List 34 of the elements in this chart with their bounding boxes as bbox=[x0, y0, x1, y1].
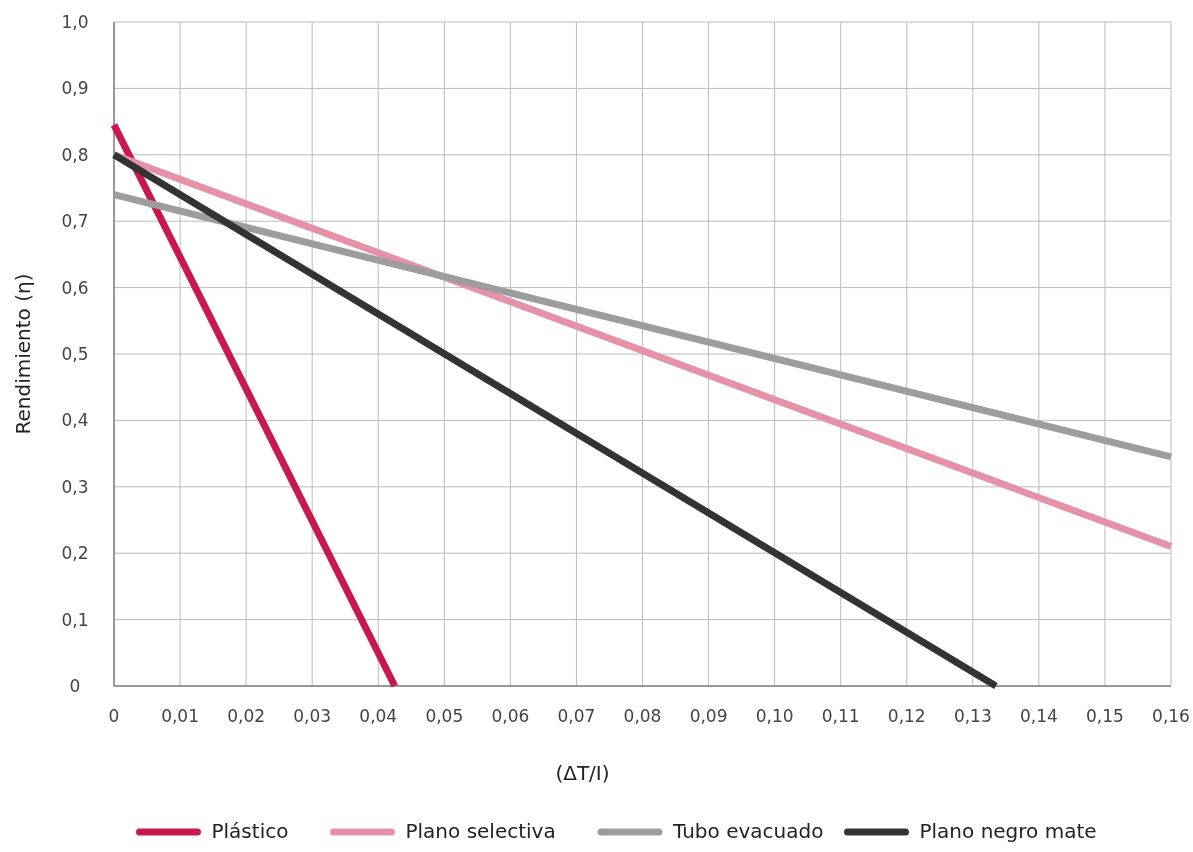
x-tick-label: 0,13 bbox=[953, 706, 992, 726]
x-axis-title: (ΔT/I) bbox=[555, 761, 610, 785]
y-tick-label: 0,4 bbox=[61, 410, 89, 431]
y-tick-label: 0,7 bbox=[61, 211, 89, 232]
legend-label: Tubo evacuado bbox=[672, 819, 824, 843]
legend-label: Plástico bbox=[211, 819, 289, 843]
x-tick-label: 0,01 bbox=[161, 706, 199, 726]
x-tick-label: 0,12 bbox=[887, 706, 926, 726]
x-tick-label: 0,14 bbox=[1019, 706, 1058, 726]
y-tick-label: 0,8 bbox=[61, 144, 89, 165]
x-tick-label: 0,04 bbox=[359, 706, 398, 726]
y-tick-label: 0,9 bbox=[61, 78, 89, 99]
x-tick-label: 0,16 bbox=[1152, 706, 1190, 726]
legend-label: Plano negro mate bbox=[919, 819, 1097, 843]
x-tick-label: 0,11 bbox=[821, 706, 860, 726]
x-tick-label: 0,09 bbox=[689, 706, 728, 726]
x-tick-label: 0,05 bbox=[425, 706, 464, 726]
y-tick-label: 0,6 bbox=[61, 277, 89, 298]
y-tick-label: 0 bbox=[69, 676, 81, 696]
y-tick-label: 0,3 bbox=[61, 476, 89, 497]
x-tick-label: 0,02 bbox=[227, 706, 266, 726]
legend-label: Plano selectiva bbox=[405, 819, 556, 843]
y-axis-title: Rendimiento (η) bbox=[11, 273, 35, 435]
x-tick-label: 0,10 bbox=[755, 706, 794, 726]
y-tick-label: 0,5 bbox=[61, 344, 89, 364]
y-tick-label: 0,2 bbox=[61, 543, 89, 564]
x-tick-label: 0,07 bbox=[557, 706, 596, 726]
x-tick-label: 0 bbox=[108, 706, 120, 726]
x-tick-label: 0,06 bbox=[491, 706, 530, 726]
y-tick-label: 0,1 bbox=[61, 609, 89, 630]
x-tick-label: 0,03 bbox=[293, 706, 332, 726]
y-tick-label: 1,0 bbox=[61, 12, 89, 32]
x-tick-label: 0,08 bbox=[623, 706, 662, 726]
x-tick-label: 0,15 bbox=[1086, 706, 1124, 726]
